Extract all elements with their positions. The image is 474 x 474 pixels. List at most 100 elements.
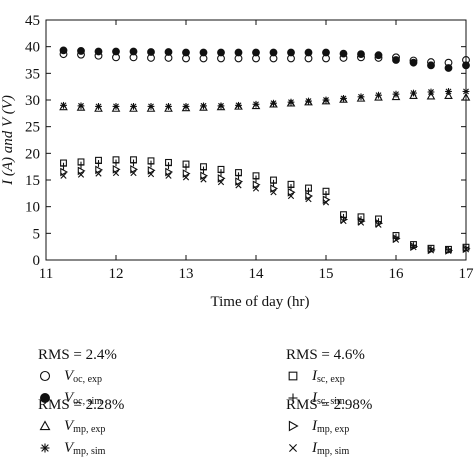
data-point [77, 161, 85, 169]
data-point [305, 97, 312, 105]
data-point [322, 48, 330, 57]
legend-marker [289, 444, 297, 452]
data-point [252, 185, 260, 192]
data-point [357, 50, 365, 59]
circle-filled-icon [40, 393, 50, 403]
data-point [270, 189, 277, 196]
data-point [375, 91, 382, 99]
data-point [462, 246, 470, 253]
x-tick-label: 12 [109, 266, 124, 282]
legend-item-var: V [64, 368, 74, 384]
series-cross [60, 169, 470, 255]
x-tick-label: 11 [39, 266, 53, 282]
data-point [112, 47, 120, 56]
data-point [164, 48, 173, 56]
data-point [375, 221, 382, 228]
data-point [252, 175, 260, 183]
data-point [445, 246, 454, 255]
data-point [304, 48, 313, 57]
data-point [339, 94, 348, 103]
data-point [270, 99, 277, 107]
legend-item-var: V [64, 418, 74, 434]
series-asterisk [60, 88, 470, 110]
data-point [445, 88, 452, 95]
data-point [287, 187, 296, 197]
legend-marker [288, 371, 298, 381]
legend-rms-voc: RMS = 2.4% [38, 347, 117, 363]
legend-item-sub: mp, exp [73, 424, 106, 435]
legend-item-sub: oc, exp [73, 374, 103, 385]
legend-marker [288, 393, 298, 403]
legend-item-var: I [312, 390, 317, 406]
data-point [322, 191, 330, 198]
data-point [130, 169, 137, 177]
data-point [426, 91, 436, 100]
data-point [392, 90, 400, 98]
data-point [445, 247, 452, 255]
series-triangle-right-open [60, 164, 471, 255]
data-point [217, 102, 225, 110]
data-point [410, 242, 419, 252]
legend-rms-isc: RMS = 4.6% [286, 347, 365, 363]
square-open-icon [288, 371, 298, 381]
y-tick-label: 35 [25, 66, 40, 82]
data-point [182, 103, 190, 110]
data-point [77, 171, 85, 178]
data-point [216, 102, 226, 111]
data-point [165, 172, 172, 179]
x-axis-label: Time of day (hr) [210, 294, 309, 310]
data-point [199, 48, 208, 57]
data-point [60, 162, 67, 170]
y-tick-label: 30 [25, 93, 40, 109]
data-point [217, 48, 225, 57]
data-point [182, 163, 190, 171]
data-point [462, 244, 471, 254]
data-point [95, 165, 104, 175]
data-point [147, 160, 155, 168]
data-point [235, 182, 242, 189]
data-point [217, 174, 226, 183]
data-point [77, 47, 85, 55]
data-point [304, 97, 313, 106]
legend-item-var: V [64, 440, 74, 456]
y-tick-label: 5 [33, 226, 41, 242]
data-point [427, 61, 435, 70]
data-point [95, 170, 102, 177]
data-point [287, 98, 295, 106]
legend-marker [40, 393, 50, 403]
data-point [165, 167, 174, 177]
data-point [234, 101, 243, 110]
legend-item-var: I [312, 440, 317, 456]
data-point [200, 171, 209, 181]
triangle-right-open-icon [288, 420, 299, 432]
series-triangle-open [59, 91, 471, 112]
x-tick-label: 14 [249, 266, 265, 282]
data-point [287, 192, 295, 200]
asterisk-icon [40, 443, 50, 453]
data-point [427, 245, 436, 255]
data-point [339, 49, 348, 58]
data-point [444, 91, 453, 100]
data-point [269, 99, 278, 108]
legend-rms-vmp: RMS = 2.28% [38, 397, 125, 413]
legend-marker [39, 370, 51, 382]
data-point [427, 247, 435, 254]
y-tick-label: 0 [33, 253, 41, 269]
data-point [165, 162, 172, 169]
data-point [217, 179, 225, 186]
legend-marker [39, 420, 51, 431]
data-point [60, 172, 67, 179]
data-point [462, 61, 470, 70]
data-point [287, 48, 295, 57]
data-point [112, 103, 120, 110]
data-point [322, 96, 330, 104]
y-axis-label: I (A) and V (V) [0, 95, 16, 186]
